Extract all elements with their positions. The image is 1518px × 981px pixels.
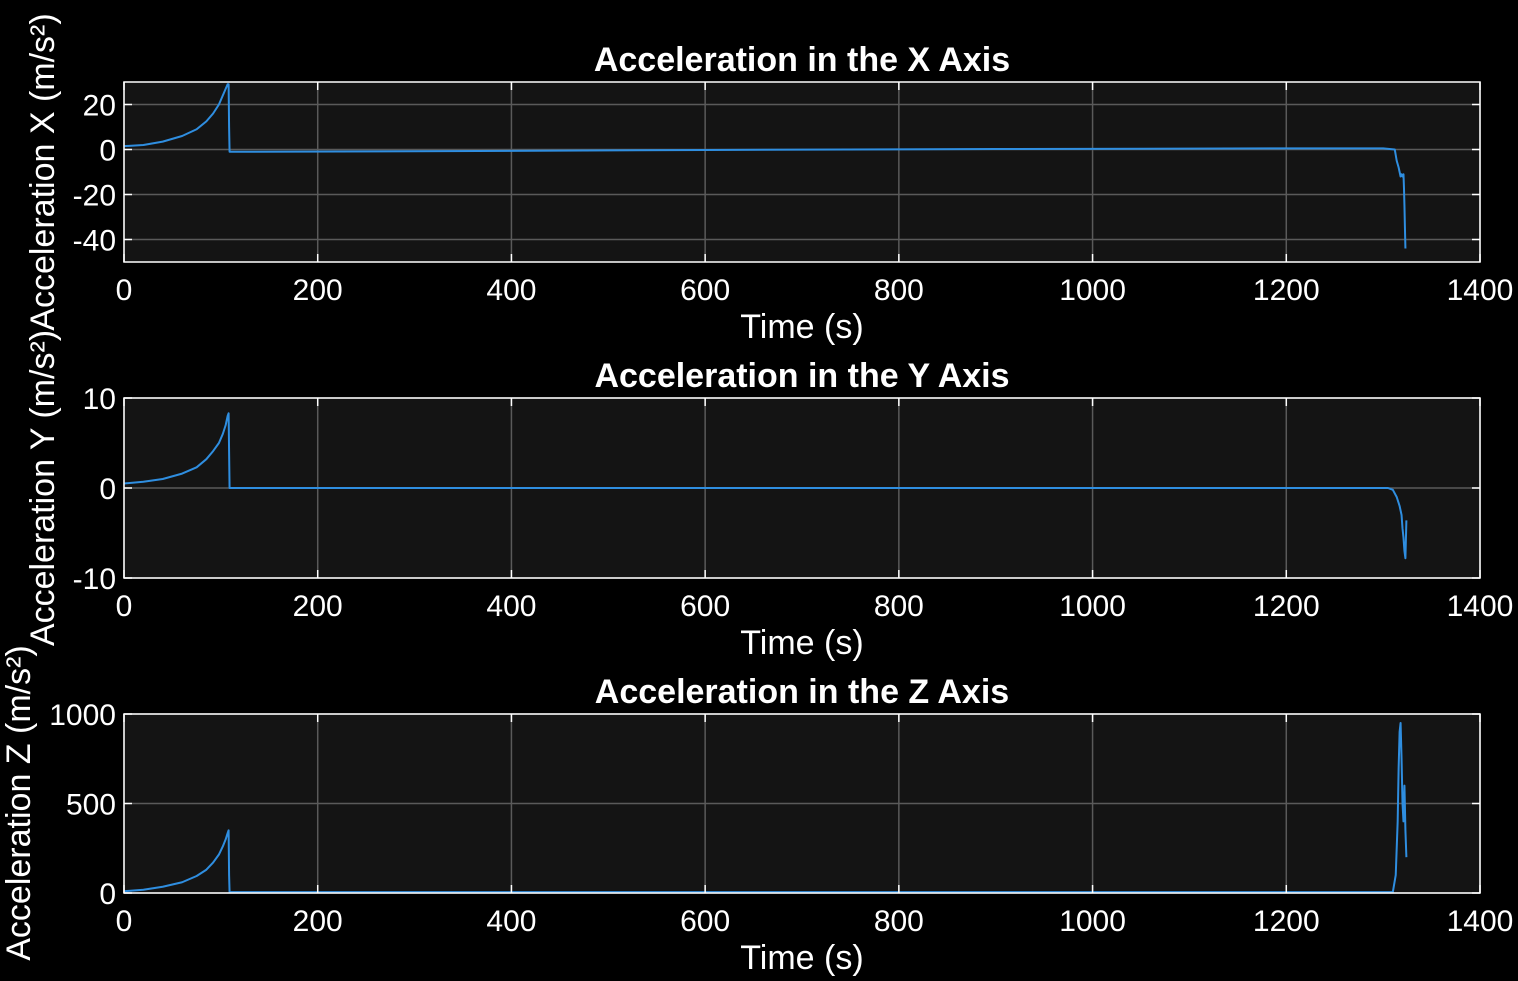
y-axis-label-y: Acceleration Y (m/s²) <box>24 330 62 646</box>
data-line-x <box>123 83 1407 249</box>
x-tick-label-y: 600 <box>680 590 730 623</box>
y-tick-label-y: -10 <box>73 563 116 596</box>
axes-box-x <box>123 81 1481 263</box>
panel-x-axis: 0 200 400 600 800 1000 1200 1400200-20-40Accele… <box>24 13 1513 346</box>
chart-title-x: Acceleration in the X Axis <box>594 41 1010 79</box>
x-tick-label-x: 800 <box>874 274 924 307</box>
plot-area-x <box>124 82 1480 262</box>
x-axis-label-z: Time (s) <box>740 939 863 977</box>
x-axis-label-x: Time (s) <box>740 308 863 346</box>
x-axis-label-y: Time (s) <box>740 624 863 662</box>
x-tick-label-y: 1400 <box>1447 590 1514 623</box>
x-tick-label-z: 600 <box>680 905 730 938</box>
x-tick-label-y: 200 <box>293 590 343 623</box>
x-tick-label-y: 800 <box>874 590 924 623</box>
x-tick-label-z: 1400 <box>1447 905 1514 938</box>
x-tick-label-x: 1400 <box>1447 274 1514 307</box>
y-tick-label-x: -20 <box>73 180 116 213</box>
y-axis-label-z: Acceleration Z (m/s²) <box>0 645 38 961</box>
y-tick-label-x: 0 <box>99 135 116 168</box>
x-tick-label-z: 400 <box>486 905 536 938</box>
y-tick-label-x: 20 <box>83 90 116 123</box>
x-tick-label-z: 0 <box>116 905 133 938</box>
x-tick-label-x: 600 <box>680 274 730 307</box>
x-tick-label-z: 1200 <box>1253 905 1320 938</box>
panel-y-axis: 0 200 400 600 800 1000 1200 1400100-10Accelerat… <box>24 330 1513 662</box>
x-tick-label-y: 400 <box>486 590 536 623</box>
x-tick-label-x: 0 <box>116 274 133 307</box>
y-tick-label-x: -40 <box>73 225 116 258</box>
data-line-y <box>123 412 1408 560</box>
data-line-z <box>123 721 1408 894</box>
panel-z-axis: 0 200 400 600 800 1000 1200 1400 1000 500 0 Acceler… <box>0 645 1513 977</box>
x-tick-label-z: 1000 <box>1059 905 1126 938</box>
x-tick-label-z: 200 <box>293 905 343 938</box>
x-tick-label-y: 1000 <box>1059 590 1126 623</box>
x-tick-label-z: 800 <box>874 905 924 938</box>
x-tick-label-x: 1000 <box>1059 274 1126 307</box>
x-tick-label-y: 0 <box>116 590 133 623</box>
chart-title-y: Acceleration in the Y Axis <box>594 357 1009 395</box>
x-tick-label-x: 1200 <box>1253 274 1320 307</box>
y-tick-label-y: 0 <box>99 473 116 506</box>
y-axis-label-x: Acceleration X (m/s²) <box>24 13 62 330</box>
x-tick-label-x: 200 <box>293 274 343 307</box>
x-tick-label-x: 400 <box>486 274 536 307</box>
y-tick-label-z: 0 <box>99 878 116 911</box>
chart-title-z: Acceleration in the Z Axis <box>595 673 1009 711</box>
y-tick-label-z: 500 <box>66 789 116 822</box>
y-tick-label-y: 10 <box>83 383 116 416</box>
y-tick-label-z: 1000 <box>49 699 116 732</box>
x-tick-label-y: 1200 <box>1253 590 1320 623</box>
